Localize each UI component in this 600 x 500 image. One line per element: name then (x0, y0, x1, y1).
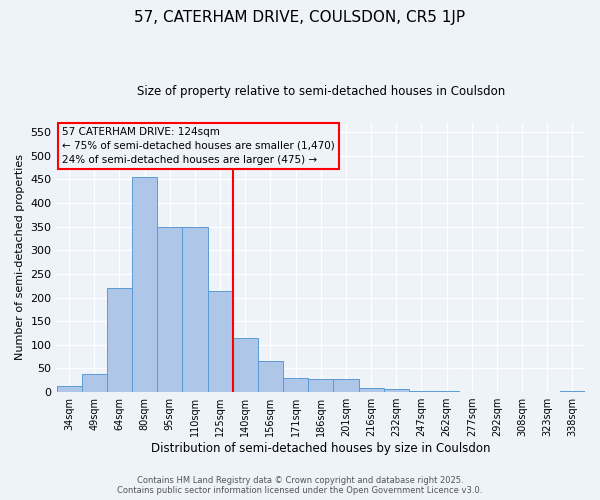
Bar (434, 391, 459, 392)
Bar (182, 226, 208, 392)
Bar (107, 288, 132, 392)
Bar (56, 386, 82, 392)
Bar (560, 390, 585, 392)
Text: Contains HM Land Registry data © Crown copyright and database right 2025.
Contai: Contains HM Land Registry data © Crown c… (118, 476, 482, 495)
Text: 57 CATERHAM DRIVE: 124sqm
← 75% of semi-detached houses are smaller (1,470)
24% : 57 CATERHAM DRIVE: 124sqm ← 75% of semi-… (62, 127, 335, 165)
Bar (308, 380, 334, 392)
X-axis label: Distribution of semi-detached houses by size in Coulsdon: Distribution of semi-detached houses by … (151, 442, 491, 455)
Bar (157, 226, 182, 392)
Bar (383, 389, 409, 392)
Bar (359, 388, 383, 392)
Bar (258, 362, 283, 392)
Bar (283, 378, 308, 392)
Title: Size of property relative to semi-detached houses in Coulsdon: Size of property relative to semi-detach… (137, 85, 505, 98)
Bar (208, 290, 233, 392)
Y-axis label: Number of semi-detached properties: Number of semi-detached properties (15, 154, 25, 360)
Bar (334, 379, 359, 392)
Bar (409, 390, 434, 392)
Bar (132, 177, 157, 392)
Bar (82, 374, 107, 392)
Bar (233, 338, 258, 392)
Text: 57, CATERHAM DRIVE, COULSDON, CR5 1JP: 57, CATERHAM DRIVE, COULSDON, CR5 1JP (134, 10, 466, 25)
